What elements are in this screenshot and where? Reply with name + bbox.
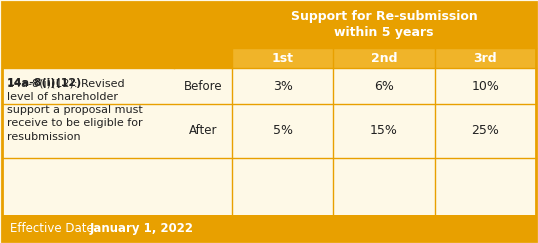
Bar: [2, 48, 232, 68]
Bar: [2, 215, 536, 241]
Bar: [2, 2, 536, 48]
Text: 15%: 15%: [370, 124, 398, 138]
Text: Effective Date:: Effective Date:: [10, 222, 102, 234]
Text: 10%: 10%: [471, 79, 499, 93]
Text: January 1, 2022: January 1, 2022: [90, 222, 194, 234]
Text: 14a-8(i)(12): Revised: 14a-8(i)(12): Revised: [7, 78, 125, 88]
Text: 1st: 1st: [272, 52, 294, 64]
Text: receive to be eligible for: receive to be eligible for: [7, 119, 143, 129]
Text: Support for Re-submission
within 5 years: Support for Re-submission within 5 years: [291, 10, 477, 40]
Bar: [2, 68, 536, 158]
Text: 6%: 6%: [374, 79, 394, 93]
Bar: [232, 48, 536, 68]
Text: 3%: 3%: [273, 79, 293, 93]
Text: resubmission: resubmission: [7, 132, 81, 142]
Text: After: After: [189, 124, 217, 138]
Text: level of shareholder: level of shareholder: [7, 92, 118, 102]
Text: Before: Before: [183, 79, 222, 93]
Text: 5%: 5%: [273, 124, 293, 138]
Text: 2nd: 2nd: [371, 52, 397, 64]
Text: 3rd: 3rd: [473, 52, 497, 64]
Text: 14a-8(i)(12): 14a-8(i)(12): [7, 78, 82, 88]
Text: support a proposal must: support a proposal must: [7, 105, 143, 115]
Text: 25%: 25%: [471, 124, 499, 138]
